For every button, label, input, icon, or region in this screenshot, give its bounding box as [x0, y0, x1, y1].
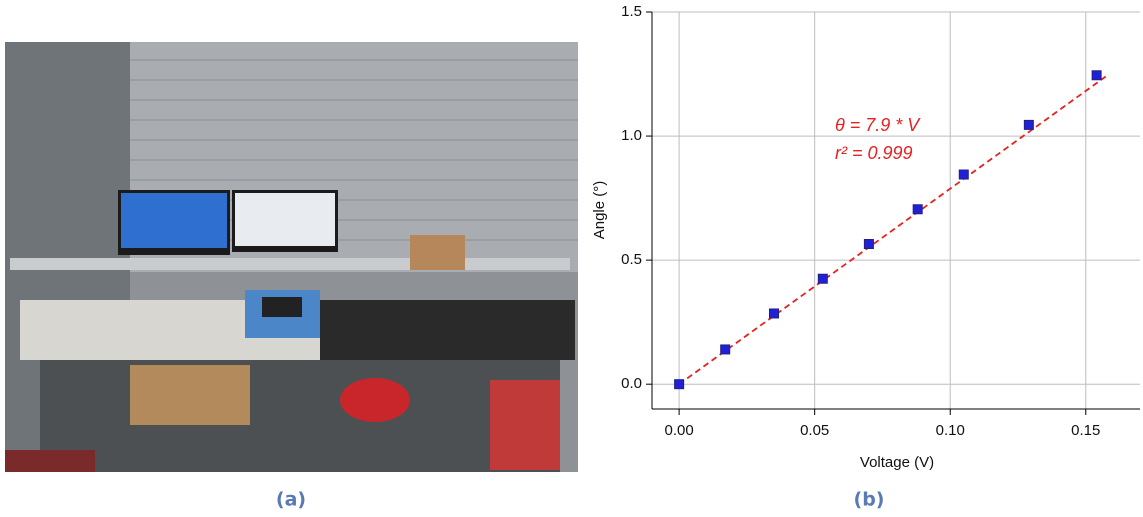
photo: [5, 42, 578, 472]
caption: (b): [854, 489, 885, 511]
x-axis-label: Voltage (V): [860, 454, 934, 471]
data-point: [863, 238, 874, 249]
x-tick-label: 0.00: [665, 422, 694, 439]
y-axis-label: Angle (°): [591, 181, 608, 240]
x-tick-label: 0.05: [800, 422, 829, 439]
data-point: [1091, 70, 1102, 81]
y-tick-label: 0.0: [621, 375, 642, 392]
caption: (a): [276, 489, 306, 511]
y-tick-label: 1.5: [621, 3, 642, 20]
data-point: [912, 204, 923, 215]
x-tick-label: 0.15: [1071, 422, 1100, 439]
annotation: r² = 0.999: [835, 143, 913, 163]
data-point: [1023, 119, 1034, 130]
data-point: [674, 379, 685, 390]
data-point: [720, 344, 731, 355]
y-tick-label: 0.5: [621, 251, 642, 268]
annotation: θ = 7.9 * V: [835, 115, 921, 135]
data-point: [958, 169, 969, 180]
data-point: [817, 273, 828, 284]
data-point: [769, 308, 779, 319]
y-tick-label: 1.0: [621, 127, 642, 144]
fit-line: [678, 74, 1108, 385]
x-tick-label: 0.10: [936, 422, 965, 439]
